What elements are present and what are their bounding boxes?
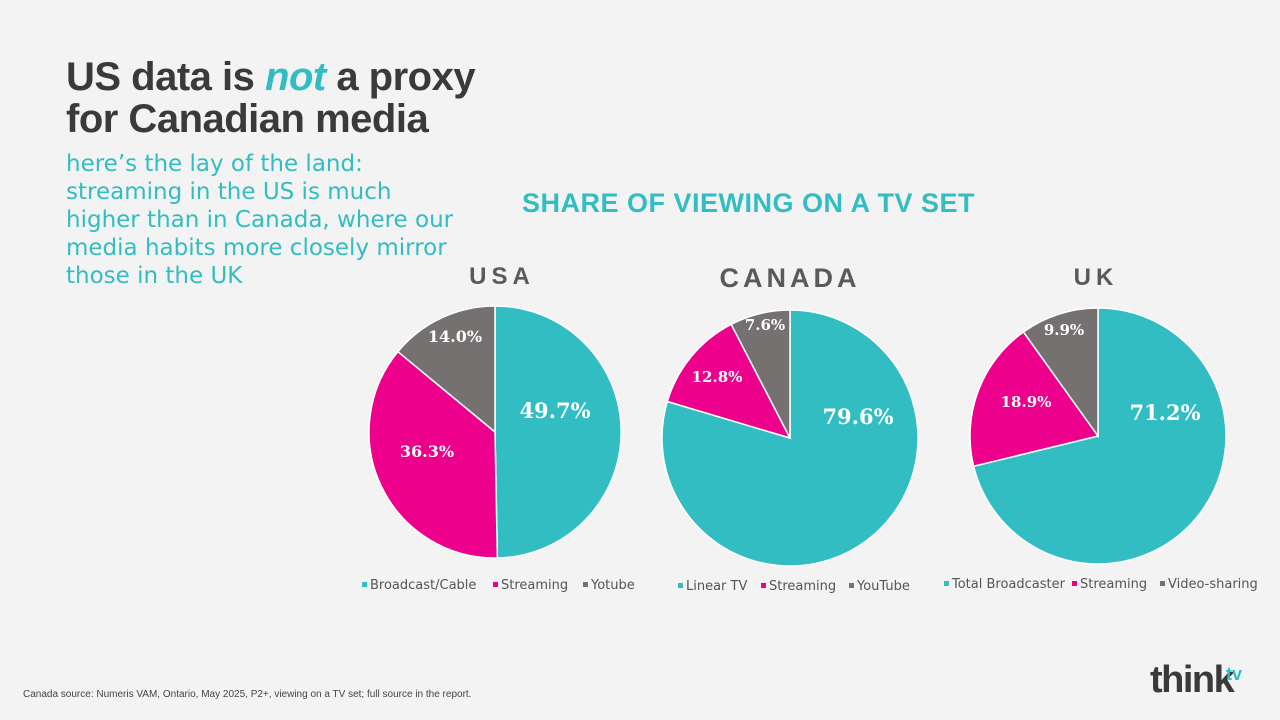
canada-slice-youtube <box>730 309 791 439</box>
uk-legend: Total Broadcaster Streaming Video-sharing <box>944 577 1258 592</box>
usa-legend-label-3: Yotube <box>590 578 635 593</box>
page-title: US data is not a proxy for Canadian medi… <box>66 55 476 141</box>
subtitle: here’s the lay of the land: streaming in… <box>66 151 454 289</box>
canada-legend-swatch-1 <box>678 583 683 588</box>
usa-slice-broadcast-cable <box>494 305 622 559</box>
canada-title: CANADA <box>720 263 861 293</box>
title-prefix: US data is <box>66 55 266 99</box>
canada-slice-label-1: 79.6% <box>822 404 893 429</box>
canada-legend-swatch-3 <box>849 583 854 588</box>
usa-slice-label-1: 49.7% <box>519 398 590 423</box>
uk-legend-swatch-1 <box>944 581 949 586</box>
uk-slice-label-1: 71.2% <box>1129 400 1200 425</box>
usa-legend-swatch-3 <box>583 582 588 587</box>
uk-slice-video-sharing <box>1022 307 1099 439</box>
canada-legend-label-2: Streaming <box>769 579 836 594</box>
usa-slice-label-2: 36.3% <box>400 442 454 461</box>
canada-slice-label-3: 7.6% <box>745 316 785 334</box>
usa-slice-yotube <box>396 305 496 434</box>
usa-slice-streaming <box>368 350 499 559</box>
usa-legend-swatch-1 <box>362 582 367 587</box>
canada-legend-label-3: YouTube <box>856 579 910 594</box>
title-suffix: a proxy <box>325 55 476 99</box>
title-emphasis: not <box>265 55 326 99</box>
uk-legend-swatch-3 <box>1160 581 1165 586</box>
usa-legend-swatch-2 <box>493 582 498 587</box>
usa-legend: Broadcast/Cable Streaming Yotube <box>362 578 635 593</box>
uk-slice-label-2: 18.9% <box>1001 393 1052 411</box>
uk-legend-label-1: Total Broadcaster <box>951 577 1066 592</box>
canada-slice-linear-tv <box>661 309 919 567</box>
uk-legend-label-2: Streaming <box>1080 577 1147 592</box>
title-line-1: US data is not a proxy <box>66 55 476 99</box>
canada-slice-label-2: 12.8% <box>692 368 743 386</box>
pie-uk: 71.2% 18.9% 9.9% <box>969 307 1227 565</box>
pie-canada: 79.6% 12.8% 7.6% <box>661 309 919 567</box>
footnote: Canada source: Numeris VAM, Ontario, May… <box>23 689 472 700</box>
uk-legend-label-3: Video-sharing <box>1168 577 1258 592</box>
canada-slice-streaming <box>666 323 792 440</box>
uk-slice-streaming <box>969 330 1100 468</box>
canada-legend-label-1: Linear TV <box>686 579 747 594</box>
canada-legend-swatch-2 <box>761 583 766 588</box>
title-line-2: for Canadian media <box>66 97 429 141</box>
canada-legend: Linear TV Streaming YouTube <box>678 579 910 594</box>
usa-slice-label-3: 14.0% <box>428 327 482 346</box>
uk-title: UK <box>1074 264 1119 291</box>
usa-title: USA <box>469 263 535 290</box>
pie-usa: 49.7% 36.3% 14.0% <box>368 305 622 559</box>
logo-superscript: tv <box>1226 664 1243 684</box>
chart-title: SHARE OF VIEWING ON A TV SET <box>522 188 976 218</box>
logo-text: think <box>1150 659 1235 701</box>
usa-legend-label-1: Broadcast/Cable <box>370 578 476 593</box>
think-tv-logo: think tv <box>1150 659 1242 701</box>
uk-legend-swatch-2 <box>1072 581 1077 586</box>
uk-slice-label-3: 9.9% <box>1044 321 1084 339</box>
usa-legend-label-2: Streaming <box>501 578 568 593</box>
uk-slice-total-broadcaster <box>972 307 1227 565</box>
